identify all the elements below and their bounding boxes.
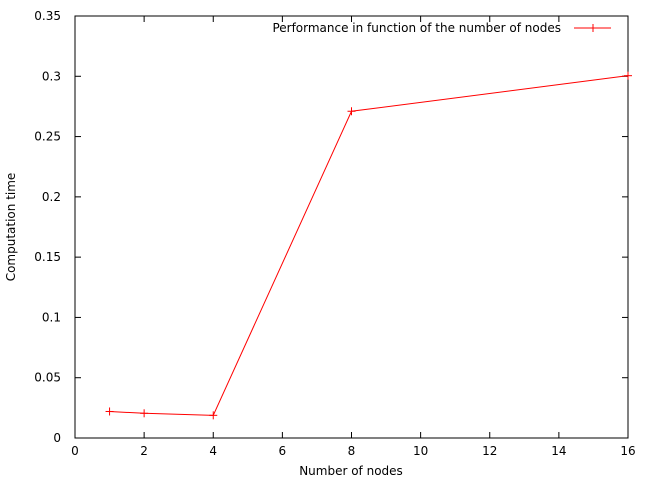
y-tick-label: 0.3 bbox=[42, 69, 61, 83]
legend-marker bbox=[589, 24, 597, 32]
legend-label: Performance in function of the number of… bbox=[272, 21, 561, 35]
x-tick-label: 14 bbox=[551, 444, 566, 458]
x-axis-label: Number of nodes bbox=[299, 464, 403, 478]
y-tick-label: 0.2 bbox=[42, 190, 61, 204]
y-tick-label: 0.1 bbox=[42, 310, 61, 324]
y-axis-label: Computation time bbox=[4, 173, 18, 282]
x-tick-label: 0 bbox=[71, 444, 79, 458]
data-point bbox=[105, 407, 114, 416]
y-tick-label: 0.25 bbox=[34, 130, 61, 144]
legend: Performance in function of the number of… bbox=[272, 21, 611, 35]
y-tick-label: 0.15 bbox=[34, 250, 61, 264]
y-tick-label: 0.35 bbox=[34, 9, 61, 23]
plot-frame bbox=[74, 15, 629, 439]
x-tick-label: 8 bbox=[348, 444, 356, 458]
axis-ticks: 0 2 4 6 8 10 12 14 16 0 0.05 0.1 0.15 0.2 0.25 0.3 0.35 bbox=[34, 9, 635, 458]
x-tick-label: 10 bbox=[413, 444, 428, 458]
x-tick-label: 4 bbox=[209, 444, 217, 458]
x-tick-label: 6 bbox=[279, 444, 287, 458]
x-tick-label: 12 bbox=[482, 444, 497, 458]
data-series bbox=[105, 71, 632, 420]
data-point bbox=[624, 71, 632, 80]
data-point bbox=[140, 409, 149, 418]
y-tick-label: 0 bbox=[53, 431, 61, 445]
data-point bbox=[209, 411, 218, 420]
x-tick-label: 2 bbox=[140, 444, 148, 458]
y-tick-label: 0.05 bbox=[34, 371, 61, 385]
data-point bbox=[347, 107, 356, 116]
x-tick-label: 16 bbox=[620, 444, 635, 458]
series-line bbox=[109, 75, 629, 416]
